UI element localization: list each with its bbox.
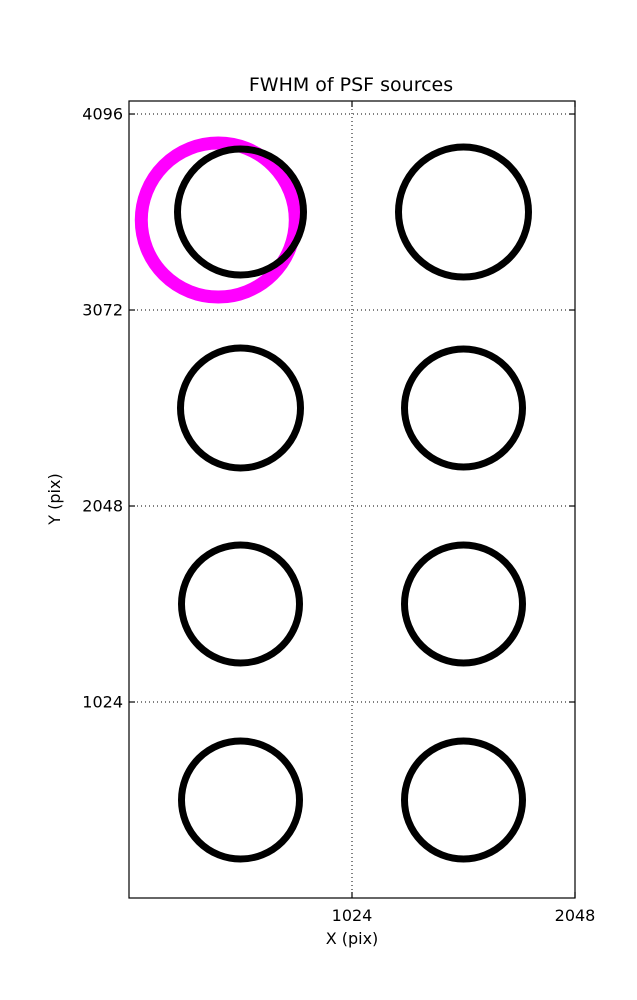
psf-source-marker	[401, 541, 526, 667]
chart-title: FWHM of PSF sources	[249, 74, 453, 96]
x-axis-label: X (pix)	[326, 929, 379, 948]
psf-source-marker	[174, 145, 307, 279]
y-tick-label: 3072	[82, 301, 123, 320]
highlighted-source-marker	[134, 136, 302, 304]
axes-frame	[128, 100, 576, 899]
y-axis-label: Y (pix)	[45, 473, 64, 525]
y-tick-label: 2048	[82, 497, 123, 516]
psf-source-marker	[178, 541, 303, 667]
psf-source-marker	[177, 344, 304, 472]
y-tick-label: 1024	[82, 693, 123, 712]
psf-source-marker	[395, 143, 532, 281]
psf-source-marker	[401, 737, 526, 863]
x-tick-label: 1024	[332, 906, 373, 925]
y-tick-label: 4096	[82, 105, 123, 124]
x-tick-label: 2048	[555, 906, 596, 925]
psf-source-marker	[401, 345, 526, 471]
plot-area: 1024 2048 3072 4096 1024 2048	[82, 100, 596, 925]
psf-source-marker	[178, 737, 303, 863]
